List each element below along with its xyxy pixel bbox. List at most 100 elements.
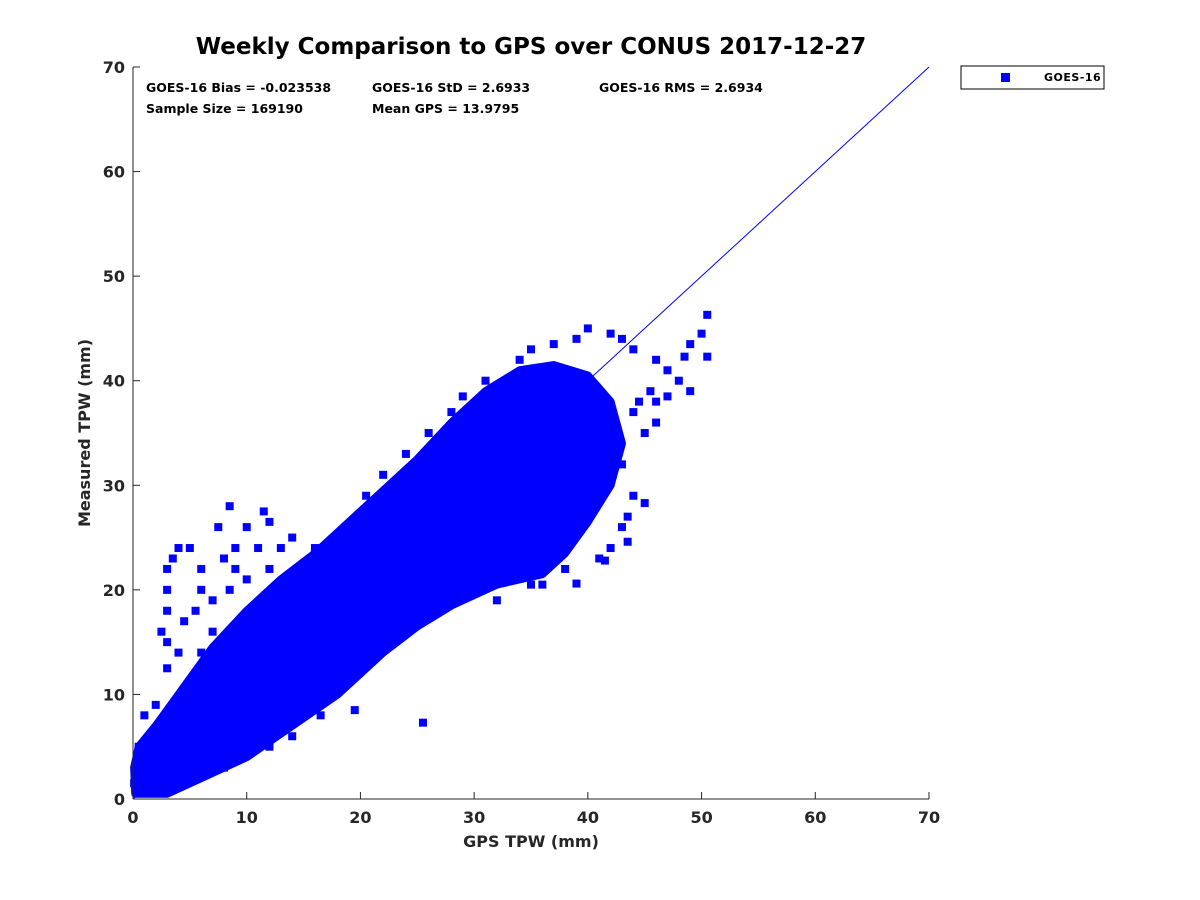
data-point: [132, 763, 141, 772]
data-point: [640, 499, 649, 508]
data-point: [606, 329, 615, 338]
x-tick-label: 60: [804, 808, 826, 827]
data-point: [231, 564, 240, 573]
data-point: [151, 763, 160, 772]
data-point: [130, 779, 139, 788]
y-tick-label: 30: [103, 476, 125, 495]
x-tick-label: 40: [577, 808, 599, 827]
data-point: [470, 564, 479, 573]
data-point: [140, 711, 149, 720]
data-point: [617, 523, 626, 532]
legend-entry-goes16: GOES-16: [1044, 71, 1101, 84]
data-point: [231, 544, 240, 553]
data-point: [254, 544, 263, 553]
y-tick-label: 60: [103, 163, 125, 182]
data-point: [663, 366, 672, 375]
x-tick-label: 0: [127, 808, 138, 827]
data-point: [174, 774, 183, 783]
data-point: [225, 585, 234, 594]
data-point: [629, 408, 638, 417]
data-point: [623, 512, 632, 521]
y-tick-label: 10: [103, 685, 125, 704]
data-point: [197, 648, 206, 657]
data-point: [652, 397, 661, 406]
x-tick-label: 70: [918, 808, 940, 827]
data-point: [680, 352, 689, 361]
dense-point-cloud: [130, 361, 626, 798]
data-point: [538, 580, 547, 589]
data-point: [527, 345, 535, 354]
data-point: [401, 617, 410, 626]
stat-mean-gps: Mean GPS = 13.9795: [372, 101, 519, 116]
data-point: [646, 387, 655, 396]
data-marks: [130, 310, 712, 798]
data-point: [185, 544, 194, 553]
data-point: [316, 711, 325, 720]
data-point: [652, 355, 661, 364]
data-point: [163, 585, 172, 594]
x-axis-ticks: 0 10 20 30 40 50 60 70: [127, 792, 940, 827]
data-point: [185, 679, 194, 688]
data-point: [163, 564, 172, 573]
data-point: [356, 512, 365, 521]
data-point: [629, 491, 638, 500]
x-tick-label: 20: [349, 808, 371, 827]
x-tick-label: 10: [236, 808, 258, 827]
data-point: [583, 324, 592, 333]
data-point: [265, 742, 274, 751]
x-tick-label: 50: [690, 808, 712, 827]
data-point: [515, 355, 524, 364]
data-point: [242, 523, 251, 532]
data-point: [600, 556, 609, 565]
data-point: [168, 554, 177, 563]
data-point: [492, 596, 501, 605]
data-point: [276, 544, 285, 553]
data-point: [595, 429, 604, 437]
y-tick-label: 70: [103, 58, 125, 77]
one-to-one-line: [132, 66, 930, 800]
data-point: [401, 449, 410, 458]
data-point: [379, 617, 388, 626]
data-point: [549, 533, 558, 542]
data-point: [663, 392, 672, 401]
data-point: [623, 537, 632, 546]
data-point: [583, 481, 592, 490]
x-tick-label: 30: [463, 808, 485, 827]
y-tick-label: 0: [114, 790, 125, 809]
data-point: [151, 700, 160, 709]
data-point: [225, 502, 234, 511]
data-point: [418, 718, 427, 727]
x-axis-label: GPS TPW (mm): [463, 832, 599, 851]
data-point: [617, 460, 626, 469]
data-point: [265, 564, 274, 573]
data-point: [180, 617, 189, 626]
legend-box: [960, 65, 1105, 90]
data-point: [549, 340, 558, 349]
data-point: [595, 554, 604, 563]
data-point: [617, 334, 626, 343]
chart-title: Weekly Comparison to GPS over CONUS 2017…: [196, 34, 867, 60]
data-point: [640, 429, 649, 437]
data-point: [259, 507, 268, 516]
data-point: [686, 340, 695, 349]
data-point: [697, 329, 706, 338]
data-point: [345, 659, 354, 668]
data-point: [242, 575, 251, 584]
stat-sample-size: Sample Size = 169190: [146, 101, 303, 116]
data-point: [208, 627, 217, 636]
data-point: [703, 352, 712, 361]
data-point: [652, 418, 661, 427]
legend: GOES-16: [960, 65, 1105, 90]
data-point: [674, 376, 683, 385]
data-point: [219, 554, 228, 563]
data-point: [350, 706, 359, 715]
data-point: [214, 523, 223, 532]
data-point: [379, 470, 388, 479]
data-point: [197, 585, 206, 594]
data-point: [310, 544, 319, 553]
stat-rms: GOES-16 RMS = 2.6934: [599, 80, 763, 95]
data-point: [197, 564, 206, 573]
y-tick-label: 20: [103, 581, 125, 600]
data-point: [219, 763, 228, 772]
